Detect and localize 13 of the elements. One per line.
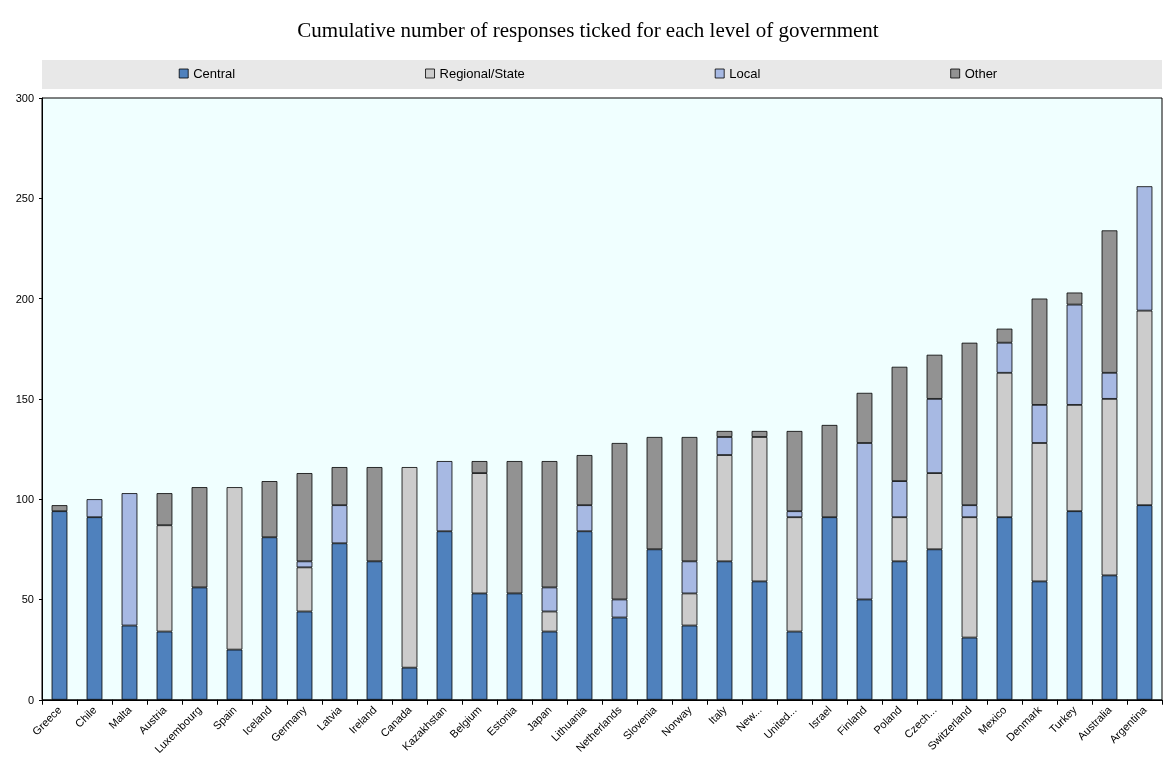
- x-tick-label: Italy: [706, 703, 730, 727]
- chart-title: Cumulative number of responses ticked for each level of government: [297, 17, 879, 42]
- y-tick-label: 0: [27, 693, 34, 706]
- y-tick-label: 50: [21, 593, 34, 606]
- y-tick-label: 200: [15, 292, 34, 305]
- legend-label: Other: [964, 66, 998, 81]
- legend-label: Local: [729, 66, 761, 81]
- y-tick-label: 100: [15, 493, 34, 506]
- legend-label: Regional/State: [439, 66, 525, 81]
- y-tick-label: 150: [15, 392, 34, 405]
- y-tick-label: 300: [15, 92, 34, 104]
- y-tick-label: 250: [15, 192, 34, 205]
- legend-label: Central: [193, 66, 236, 81]
